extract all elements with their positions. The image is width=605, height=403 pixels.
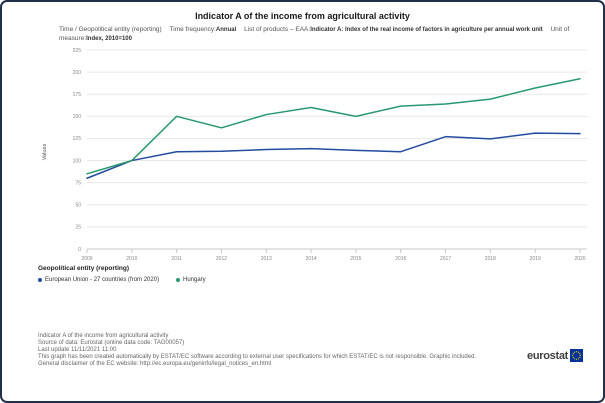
- svg-text:75: 75: [75, 180, 81, 186]
- svg-text:125: 125: [73, 136, 82, 142]
- svg-text:2014: 2014: [306, 256, 317, 262]
- subtitle-products-value: Indicator A: Index of the real income of…: [310, 27, 543, 33]
- svg-text:150: 150: [73, 114, 82, 120]
- eurostat-logo-text: eurostat: [527, 349, 568, 362]
- svg-text:2009: 2009: [81, 256, 92, 262]
- eurostat-logo: eurostat: [527, 349, 583, 362]
- svg-text:2019: 2019: [530, 256, 541, 262]
- legend-item-label: Hungary: [183, 277, 206, 283]
- legend-item-label: European Union - 27 countries (from 2020…: [45, 277, 160, 283]
- svg-text:2013: 2013: [261, 256, 272, 262]
- chart-title: Indicator A of the income from agricultu…: [195, 11, 410, 21]
- svg-text:175: 175: [73, 92, 82, 98]
- eu-flag-icon: [570, 349, 583, 362]
- subtitle-dimension-label: Time / Geopolitical entity (reporting): [59, 26, 162, 33]
- legend-item-eu27[interactable]: European Union - 27 countries (from 2020…: [38, 277, 176, 283]
- svg-text:Values: Values: [42, 144, 48, 161]
- subtitle-unit-value: Index, 2010=100: [86, 35, 132, 42]
- footer-line: Indicator A of the income from agricultu…: [38, 333, 169, 339]
- svg-text:2020: 2020: [574, 256, 585, 262]
- svg-text:2010: 2010: [126, 256, 137, 262]
- svg-text:2011: 2011: [171, 256, 182, 262]
- svg-text:25: 25: [75, 225, 81, 231]
- subtitle-unit-label: Unit of measure:: [59, 26, 570, 42]
- footer-line: This graph has been created automaticall…: [38, 354, 477, 360]
- subtitle-frequency-value: Annual: [215, 27, 237, 33]
- legend: Geopolitical entity (reporting) European…: [38, 265, 578, 283]
- svg-text:200: 200: [73, 70, 82, 76]
- svg-text:2018: 2018: [485, 256, 496, 262]
- svg-text:225: 225: [73, 48, 82, 54]
- subtitle-products-label: List of products – EAA:: [244, 26, 311, 33]
- legend-heading: Geopolitical entity (reporting): [38, 265, 130, 272]
- svg-text:2015: 2015: [350, 256, 361, 262]
- footer-disclaimer: Indicator A of the income from agricultu…: [38, 333, 476, 368]
- legend-item-hungary[interactable]: Hungary: [176, 277, 206, 283]
- svg-text:0: 0: [78, 247, 81, 253]
- footer-line: Source of data: Eurostat (online data co…: [38, 340, 185, 346]
- footer-line: General disclaimer of the EC website: ht…: [38, 361, 272, 367]
- svg-text:2017: 2017: [440, 256, 451, 262]
- subtitle-frequency-label: Time frequency:: [169, 26, 216, 33]
- eu27-series-marker-icon: [38, 278, 42, 282]
- svg-text:100: 100: [73, 158, 82, 164]
- chart-subtitle: Time / Geopolitical entity (reporting) T…: [59, 26, 587, 43]
- svg-text:2016: 2016: [395, 256, 406, 262]
- svg-text:50: 50: [75, 203, 81, 209]
- hungary-series-marker-icon: [176, 278, 180, 282]
- svg-text:2012: 2012: [216, 256, 227, 262]
- line-chart: 0 25 50 75 100 125 150 175 200 225 2009 2010 2011 201…: [42, 48, 587, 262]
- footer-line: Last update 11/11/2021 11:00: [38, 347, 117, 353]
